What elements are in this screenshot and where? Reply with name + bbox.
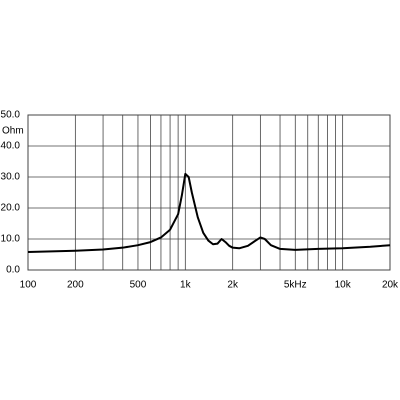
y-tick-label: 40.0 [1, 141, 21, 152]
impedance-curve [27, 172, 391, 254]
y-tick-label: 30.0 [1, 172, 21, 183]
x-tick-label: 100 [20, 280, 37, 291]
x-tick-label: 2k [227, 280, 239, 291]
x-tick-label: 20k [382, 280, 399, 291]
x-tick-label: 1k [180, 280, 192, 291]
x-tick-label: 5kHz [284, 280, 307, 291]
y-tick-label: 20.0 [1, 203, 21, 214]
y-axis-label: Ohm [2, 126, 24, 137]
x-tick-label: 500 [130, 280, 147, 291]
x-tick-label: 200 [67, 280, 84, 291]
y-tick-label: 0.0 [6, 265, 20, 276]
y-tick-label: 10.0 [1, 234, 21, 245]
y-tick-label: 50.0 [1, 110, 21, 121]
x-tick-label: 10k [335, 280, 352, 291]
